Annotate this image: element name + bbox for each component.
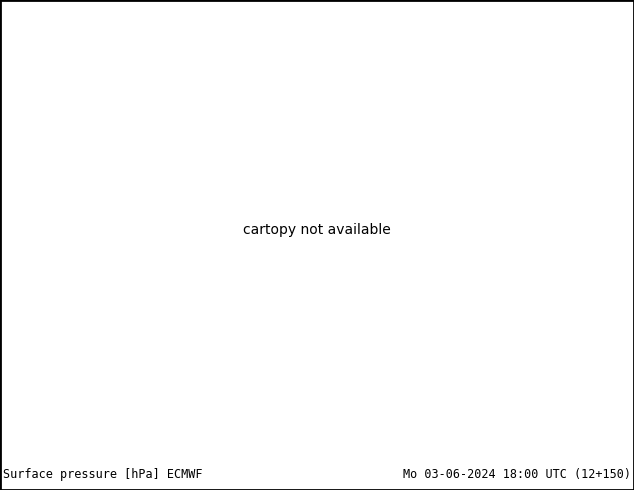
Text: Surface pressure [hPa] ECMWF: Surface pressure [hPa] ECMWF bbox=[3, 468, 203, 481]
Text: Mo 03-06-2024 18:00 UTC (12+150): Mo 03-06-2024 18:00 UTC (12+150) bbox=[403, 468, 631, 481]
Text: cartopy not available: cartopy not available bbox=[243, 223, 391, 237]
